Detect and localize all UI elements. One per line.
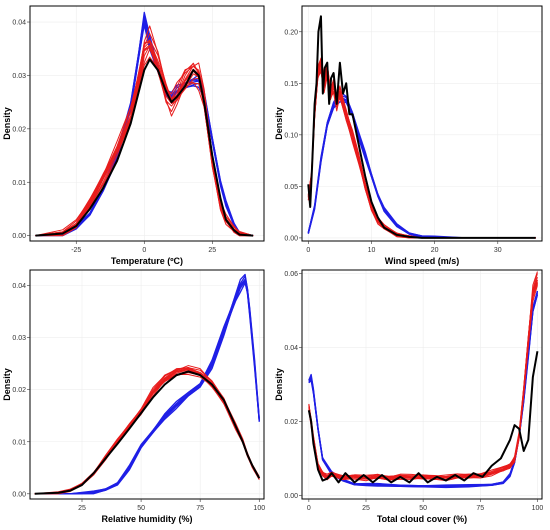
y-tick-label: 0.01	[12, 180, 26, 187]
series-line-blue	[307, 101, 536, 239]
x-tick-label: 25	[208, 247, 216, 254]
series-line-red	[34, 372, 260, 495]
y-tick-label: 0.06	[284, 271, 298, 278]
series-group	[307, 271, 539, 489]
series-line-red	[34, 368, 260, 495]
series-group	[34, 273, 261, 495]
y-tick-label: 0.10	[284, 132, 298, 139]
y-tick-label: 0.04	[12, 20, 26, 27]
series-line-red	[34, 368, 260, 495]
x-axis-title: Temperature (ºC)	[111, 256, 183, 266]
x-tick-label: 50	[137, 505, 145, 512]
panel-wind-speed: 0 10 20 30 0.00 0.05 0.10 0.15 0.20 Wind speed (m…	[274, 5, 543, 266]
x-tick-label: 20	[431, 247, 439, 254]
y-tick-label: 0.20	[284, 29, 298, 36]
y-axis-title: Density	[2, 107, 12, 140]
series-line-red	[34, 367, 260, 495]
series-line-blue	[34, 282, 260, 495]
panel-cloud-cover: 0 25 50 75 100 0.00 0.02 0.04 0.06 Total cloud co…	[274, 269, 544, 524]
y-tick-label: 0.02	[12, 126, 26, 133]
series-line-red	[35, 45, 254, 237]
series-line-black	[307, 15, 536, 239]
x-tick-label: 100	[253, 505, 265, 512]
x-tick-label: 25	[78, 505, 86, 512]
y-tick-label: 0.01	[12, 439, 26, 446]
series-line-blue	[307, 96, 536, 239]
y-tick-label: 0.04	[12, 283, 26, 290]
x-tick-label: -25	[71, 247, 81, 254]
series-line-red	[34, 373, 260, 495]
series-group	[307, 15, 536, 239]
x-tick-label: 0	[307, 505, 311, 512]
series-line-blue	[34, 275, 260, 495]
x-axis-title: Wind speed (m/s)	[385, 256, 459, 266]
series-line-blue	[307, 94, 536, 239]
y-tick-label: 0.03	[12, 73, 26, 80]
x-tick-label: 100	[532, 505, 544, 512]
series-line-red	[308, 271, 538, 478]
y-tick-label: 0.00	[284, 493, 298, 500]
x-tick-label: 0	[142, 247, 146, 254]
panel-temperature: -25 0 25 0.00 0.01 0.02 0.03 0.04 Temperature (º…	[2, 5, 265, 266]
y-tick-label: 0.03	[12, 335, 26, 342]
series-line-red	[34, 368, 260, 495]
x-axis-title: Relative humidity (%)	[101, 514, 192, 524]
y-tick-label: 0.02	[284, 419, 298, 426]
series-line-black	[35, 58, 254, 237]
plot-frame	[29, 5, 265, 242]
series-line-red	[34, 366, 260, 495]
y-tick-label: 0.00	[12, 233, 26, 240]
x-tick-label: 30	[494, 247, 502, 254]
series-line-blue	[34, 273, 260, 495]
series-line-blue	[34, 278, 260, 495]
series-line-blue	[307, 95, 536, 239]
y-tick-label: 0.00	[284, 235, 298, 242]
x-tick-label: 10	[368, 247, 376, 254]
plot-frame	[29, 269, 265, 500]
plot-frame	[301, 269, 543, 500]
series-line-red	[34, 365, 260, 495]
panel-humidity: 25 50 75 100 0.00 0.01 0.02 0.03 0.04 Relative hu…	[2, 269, 265, 524]
y-tick-label: 0.00	[12, 491, 26, 498]
series-line-black	[307, 351, 539, 484]
plot-frame	[301, 5, 543, 242]
y-tick-label: 0.02	[12, 387, 26, 394]
series-line-red	[34, 367, 260, 495]
y-axis-title: Density	[274, 107, 284, 140]
y-tick-label: 0.05	[284, 184, 298, 191]
series-line-blue	[307, 90, 536, 239]
x-tick-label: 75	[196, 505, 204, 512]
x-tick-label: 0	[306, 247, 310, 254]
y-axis-title: Density	[274, 368, 284, 401]
series-line-red	[34, 367, 260, 495]
y-tick-label: 0.15	[284, 81, 298, 88]
series-line-black	[34, 370, 261, 495]
x-axis-title: Total cloud cover (%)	[377, 514, 467, 524]
series-line-blue	[307, 97, 536, 239]
series-line-red	[34, 369, 260, 495]
series-line-red	[34, 367, 260, 495]
x-tick-label: 75	[476, 505, 484, 512]
series-line-blue	[34, 280, 260, 495]
x-tick-label: 50	[419, 505, 427, 512]
x-tick-label: 25	[362, 505, 370, 512]
series-line-blue	[34, 280, 260, 495]
y-tick-label: 0.04	[284, 345, 298, 352]
y-axis-title: Density	[2, 368, 12, 401]
series-group	[35, 11, 254, 237]
series-line-red	[35, 48, 254, 237]
